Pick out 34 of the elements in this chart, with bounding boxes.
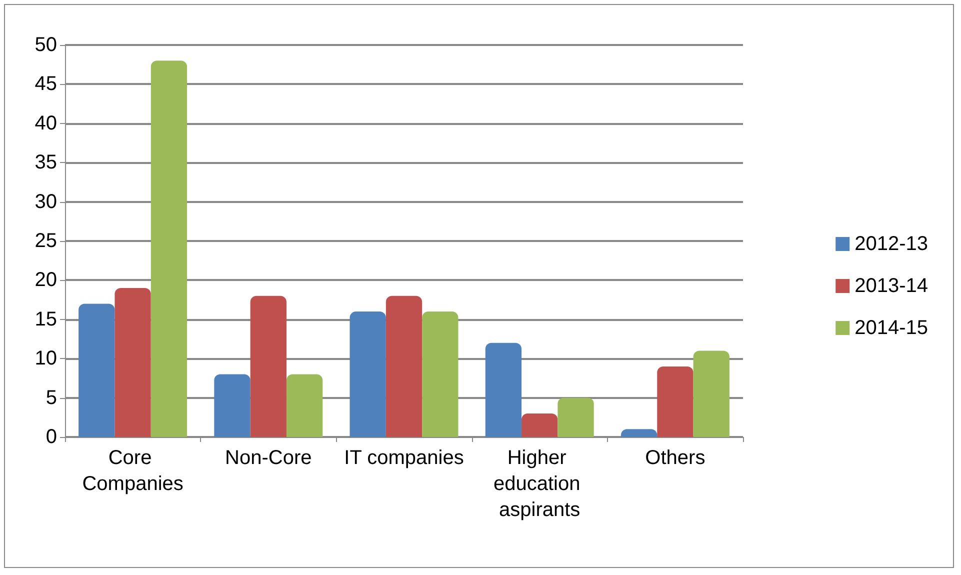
y-tick-label: 40 bbox=[34, 112, 57, 134]
y-tick-label: 0 bbox=[46, 426, 57, 448]
x-tick-label: IT companies bbox=[344, 447, 464, 469]
bar bbox=[214, 374, 250, 437]
bar bbox=[286, 374, 323, 437]
y-tick-label: 5 bbox=[46, 386, 57, 409]
bar bbox=[522, 413, 558, 437]
bar bbox=[114, 288, 151, 437]
y-tick-label: 45 bbox=[34, 73, 57, 96]
x-tick-label: Core Companies bbox=[82, 447, 184, 495]
y-tick-label: 10 bbox=[34, 348, 57, 370]
y-tick-label: 15 bbox=[34, 308, 57, 330]
legend-label: 2014-15 bbox=[854, 317, 928, 339]
bar bbox=[693, 350, 730, 437]
x-tick-label: Others bbox=[645, 447, 706, 469]
bar bbox=[350, 312, 386, 437]
bar bbox=[657, 366, 694, 437]
bar bbox=[558, 398, 594, 437]
bar bbox=[250, 296, 286, 437]
y-tick-label: 30 bbox=[34, 190, 57, 213]
bar bbox=[78, 304, 115, 437]
bar bbox=[422, 312, 458, 437]
x-tick-label: Higher education aspirants bbox=[493, 447, 586, 521]
y-tick-label: 25 bbox=[34, 230, 57, 252]
bar bbox=[150, 60, 188, 437]
y-tick-label: 20 bbox=[34, 269, 57, 292]
x-tick-label: Non-Core bbox=[225, 447, 312, 469]
bar bbox=[386, 296, 422, 437]
legend-label: 2012-13 bbox=[854, 233, 928, 255]
bar bbox=[485, 342, 522, 437]
bar bbox=[620, 429, 658, 437]
y-tick-label: 35 bbox=[34, 152, 57, 174]
legend-label: 2013-14 bbox=[854, 275, 928, 297]
y-tick-label: 50 bbox=[34, 34, 57, 56]
